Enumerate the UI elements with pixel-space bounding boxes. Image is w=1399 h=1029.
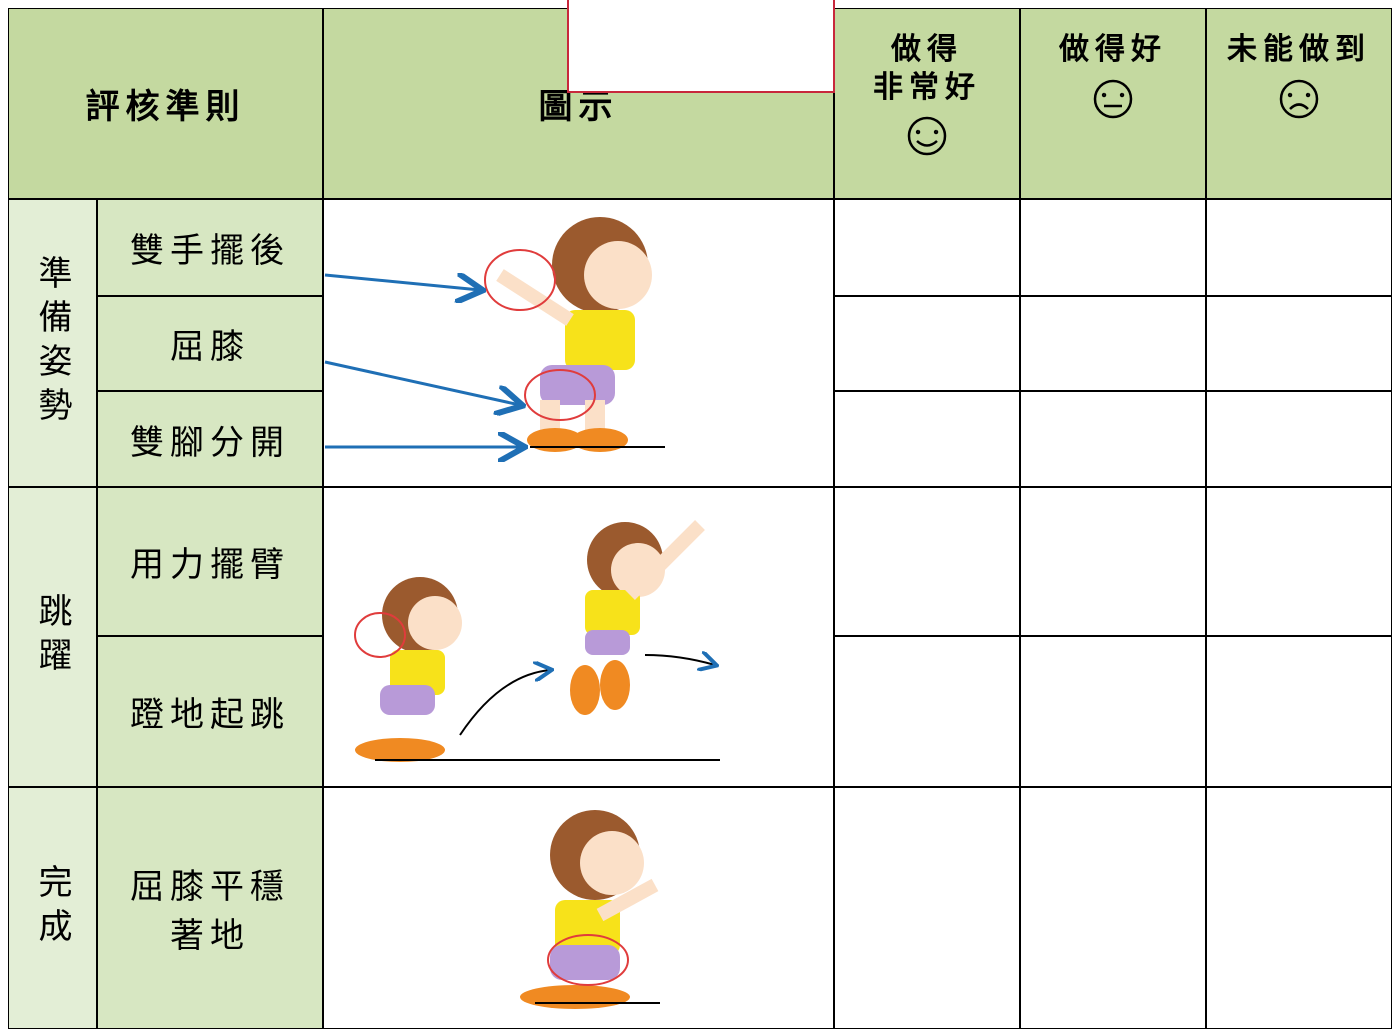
top-box (567, 0, 835, 93)
rating-cell (1206, 199, 1392, 296)
item-label-text: 蹬地起跳 (130, 695, 290, 735)
group-label-text: 準備姿勢 (32, 255, 72, 431)
item-label-text: 屈膝 (170, 327, 250, 367)
rating-header-text: 做得 非常好 (873, 32, 981, 105)
rating-header-text: 做得好 (1059, 32, 1167, 67)
rating-cell (834, 391, 1020, 487)
item-label-text: 雙腳分開 (130, 422, 290, 463)
item-label: 屈膝平穩著地 (97, 787, 323, 1029)
rating-cell (834, 487, 1020, 636)
criteria-header-text: 評核準則 (85, 87, 246, 127)
rating-header: 做得好 (1020, 8, 1206, 199)
illustration-cell (323, 487, 834, 787)
group-label-text: 跳躍 (32, 593, 72, 681)
rating-header-text: 未能做到 (1227, 32, 1371, 67)
rating-cell (1206, 487, 1392, 636)
item-label: 雙手擺後 (97, 199, 323, 296)
group-label: 跳躍 (8, 487, 97, 787)
item-label: 用力擺臂 (97, 487, 323, 636)
rating-cell (834, 787, 1020, 1029)
rating-header: 未能做到 (1206, 8, 1392, 199)
face-icon (907, 116, 947, 156)
rating-cell (1020, 636, 1206, 787)
rating-cell (834, 296, 1020, 391)
rating-cell (1020, 391, 1206, 487)
illustration-header-text: 圖示 (538, 87, 619, 127)
rating-cell (1020, 487, 1206, 636)
rating-header: 做得 非常好 (834, 8, 1020, 199)
item-label-text: 用力擺臂 (130, 545, 290, 585)
rating-cell (1020, 787, 1206, 1029)
criteria-header: 評核準則 (8, 8, 323, 199)
rating-cell (1020, 296, 1206, 391)
item-label: 屈膝 (97, 296, 323, 391)
group-label: 準備姿勢 (8, 199, 97, 487)
rating-cell (1206, 296, 1392, 391)
rating-cell (1206, 787, 1392, 1029)
group-label: 完成 (8, 787, 97, 1029)
rating-cell (834, 636, 1020, 787)
rating-cell (1206, 636, 1392, 787)
item-label-text: 雙手擺後 (130, 231, 290, 271)
rating-cell (1206, 391, 1392, 487)
item-label: 雙腳分開 (97, 391, 323, 487)
illustration-cell (323, 787, 834, 1029)
face-icon (1279, 79, 1319, 118)
rating-cell (834, 199, 1020, 296)
item-label-text: 屈膝平穩著地 (130, 867, 290, 956)
face-icon (1093, 79, 1133, 118)
rating-cell (1020, 199, 1206, 296)
illustration-cell (323, 199, 834, 487)
group-label-text: 完成 (32, 864, 72, 952)
item-label: 蹬地起跳 (97, 636, 323, 787)
